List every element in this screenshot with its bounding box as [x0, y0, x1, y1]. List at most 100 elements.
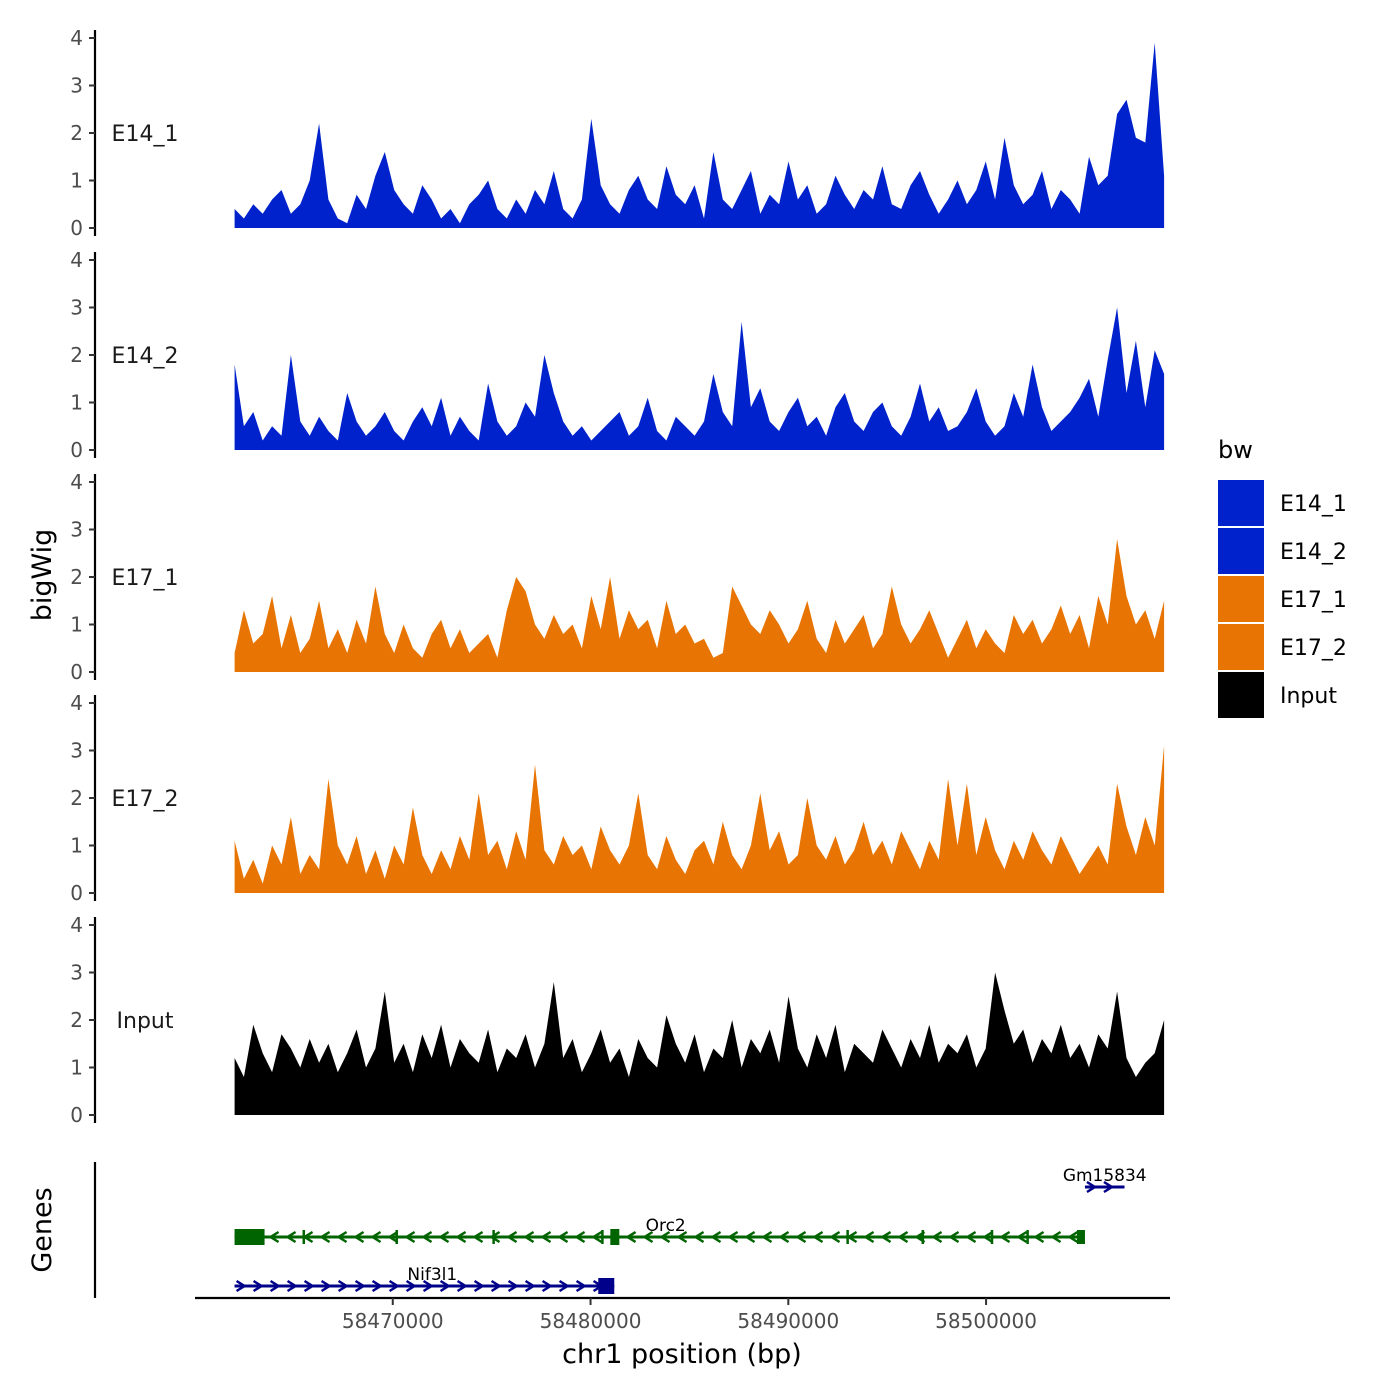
area-E17_1	[234, 539, 1165, 672]
strand-chevron	[1086, 1180, 1098, 1194]
y-tick-label: 0	[70, 660, 83, 684]
y-tick-label: 4	[70, 248, 83, 272]
strand-chevron	[557, 1230, 569, 1244]
legend-label: E14_2	[1280, 540, 1347, 565]
strand-chevron	[268, 1230, 280, 1244]
x-axis: 58470000 58480000 58490000 58500000	[195, 1296, 1170, 1333]
strand-chevron	[507, 1279, 519, 1293]
strand-chevron	[1103, 1180, 1115, 1194]
exon	[598, 1278, 615, 1294]
track-panels: 0 1 2 3 4 E14_1 0 1 2 3 4 E14_2 0 1 2 3 4 E17_1 0 1 2 3 4 E17_2…	[70, 26, 1165, 1127]
strand-chevron	[473, 1279, 485, 1293]
y-tick-label: 4	[70, 913, 83, 937]
strand-chevron	[778, 1230, 790, 1244]
strand-chevron	[642, 1230, 654, 1244]
strand-chevron	[625, 1230, 637, 1244]
strand-chevron	[575, 1279, 587, 1293]
y-tick-label: 0	[70, 881, 83, 905]
strand-chevron	[558, 1279, 570, 1293]
y-tick-label: 2	[70, 786, 83, 810]
strand-chevron	[320, 1279, 332, 1293]
strand-chevron	[880, 1230, 892, 1244]
strand-chevron	[286, 1279, 298, 1293]
strand-chevron	[303, 1279, 315, 1293]
strand-chevron	[1033, 1230, 1045, 1244]
track-label: E17_1	[112, 566, 179, 591]
strand-chevron	[1067, 1230, 1079, 1244]
gene-Nif3l1: Nif3l1	[234, 1265, 615, 1294]
strand-chevron	[269, 1279, 281, 1293]
legend-swatch	[1218, 528, 1264, 574]
strand-chevron	[336, 1230, 348, 1244]
strand-chevron	[354, 1279, 366, 1293]
legend-swatch	[1218, 480, 1264, 526]
strand-chevron	[523, 1230, 535, 1244]
gene-name: Orc2	[646, 1216, 686, 1236]
genes-label: Genes	[27, 1187, 58, 1272]
gene-tracks: Gm15834 Orc2 Nif3l1	[234, 1166, 1147, 1294]
area-E14_2	[234, 307, 1165, 450]
area-E14_1	[234, 42, 1165, 228]
strand-chevron	[761, 1230, 773, 1244]
strand-chevron	[439, 1279, 451, 1293]
exon	[610, 1229, 620, 1245]
strand-chevron	[455, 1230, 467, 1244]
strand-chevron	[506, 1230, 518, 1244]
legend-title: bw	[1218, 436, 1253, 464]
strand-chevron	[999, 1230, 1011, 1244]
legend-item-Input: Input	[1218, 672, 1337, 718]
legend-item-E14_1: E14_1	[1218, 480, 1347, 526]
y-tick-label: 4	[70, 691, 83, 715]
strand-chevron	[659, 1230, 671, 1244]
strand-chevron	[676, 1230, 688, 1244]
y-tick-label: 1	[70, 169, 83, 193]
strand-chevron	[710, 1230, 722, 1244]
track-E17_1: 0 1 2 3 4 E17_1	[70, 470, 1165, 684]
y-tick-label: 0	[70, 1103, 83, 1127]
y-tick-label: 2	[70, 1008, 83, 1032]
track-Input: 0 1 2 3 4 Input	[70, 913, 1165, 1127]
strand-chevron	[422, 1279, 434, 1293]
legend-item-E17_1: E17_1	[1218, 576, 1347, 622]
track-label: E14_2	[112, 344, 179, 369]
strand-chevron	[285, 1230, 297, 1244]
exon	[1076, 1230, 1085, 1244]
y-tick-label: 1	[70, 391, 83, 415]
y-tick-label: 1	[70, 613, 83, 637]
strand-chevron	[982, 1230, 994, 1244]
y-tick-label: 4	[70, 470, 83, 494]
y-tick-label: 0	[70, 438, 83, 462]
x-tick-label: 58480000	[540, 1309, 642, 1333]
strand-chevron	[370, 1230, 382, 1244]
y-axis-title: bigWig	[27, 529, 58, 622]
legend-label: E17_2	[1280, 636, 1347, 661]
strand-chevron	[438, 1230, 450, 1244]
strand-chevron	[387, 1230, 399, 1244]
gene-name: Nif3l1	[407, 1265, 457, 1285]
y-tick-label: 2	[70, 121, 83, 145]
strand-chevron	[744, 1230, 756, 1244]
gene-name: Gm15834	[1063, 1166, 1147, 1186]
legend-swatch	[1218, 672, 1264, 718]
y-tick-label: 3	[70, 961, 83, 985]
legend-swatch	[1218, 576, 1264, 622]
strand-chevron	[1016, 1230, 1028, 1244]
legend-label: Input	[1280, 684, 1337, 709]
y-tick-label: 3	[70, 739, 83, 763]
strand-chevron	[472, 1230, 484, 1244]
strand-chevron	[965, 1230, 977, 1244]
strand-chevron	[591, 1230, 603, 1244]
y-tick-label: 1	[70, 1056, 83, 1080]
legend-swatch	[1218, 624, 1264, 670]
strand-chevron	[371, 1279, 383, 1293]
strand-chevron	[319, 1230, 331, 1244]
track-label: E14_1	[112, 122, 179, 147]
x-tick-label: 58490000	[737, 1309, 839, 1333]
legend-item-E14_2: E14_2	[1218, 528, 1347, 574]
legend-label: E14_1	[1280, 492, 1347, 517]
strand-chevron	[404, 1230, 416, 1244]
track-label: E17_2	[112, 787, 179, 812]
strand-chevron	[897, 1230, 909, 1244]
strand-chevron	[388, 1279, 400, 1293]
